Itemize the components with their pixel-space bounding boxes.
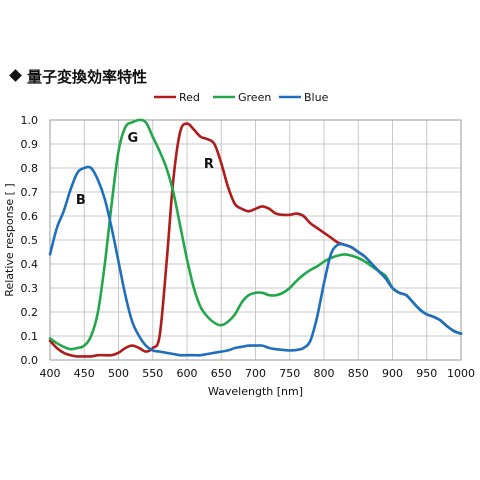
legend-label-green: Green: [238, 91, 271, 104]
y-tick-label: 0.6: [21, 210, 39, 223]
x-tick-label: 400: [40, 367, 61, 380]
grid: [49, 119, 462, 361]
x-tick-label: 900: [382, 367, 403, 380]
x-tick-label: 650: [211, 367, 232, 380]
annotations: B G R: [76, 131, 214, 208]
y-tick-label: 0.2: [21, 306, 39, 319]
annotation-r: R: [204, 157, 214, 172]
annotation-b: B: [76, 193, 86, 208]
y-axis-label: Relative response [ ]: [3, 183, 16, 296]
chart-title-text: 量子変換効率特性: [27, 68, 148, 86]
x-tick-label: 1000: [447, 367, 475, 380]
y-tick-label: 0.9: [21, 138, 39, 151]
y-tick-label: 0.5: [21, 234, 39, 247]
x-tick-label: 850: [348, 367, 369, 380]
plot-frame: [49, 119, 462, 361]
legend-label-red: Red: [179, 91, 200, 104]
x-tick-label: 750: [279, 367, 300, 380]
annotation-g: G: [128, 131, 139, 146]
chart-title: 量子変換効率特性: [8, 66, 147, 87]
x-tick-label: 500: [108, 367, 129, 380]
legend: Red Green Blue: [154, 91, 329, 104]
x-tick-label: 950: [416, 367, 437, 380]
x-tick-label: 700: [245, 367, 266, 380]
x-tick-label: 550: [142, 367, 163, 380]
y-tick-label: 0.0: [21, 354, 39, 367]
y-tick-label: 1.0: [21, 114, 39, 127]
tick-labels: 400 450 500 550 600 650 700 750 800 850 900 950 1000…: [21, 114, 476, 380]
x-tick-label: 800: [314, 367, 335, 380]
series-line-blue: [48, 165, 463, 357]
x-tick-label: 600: [177, 367, 198, 380]
x-tick-label: 450: [74, 367, 95, 380]
y-tick-label: 0.8: [21, 162, 39, 175]
series-group: [48, 118, 463, 358]
y-tick-label: 0.3: [21, 282, 39, 295]
y-tick-label: 0.7: [21, 186, 39, 199]
y-tick-label: 0.1: [21, 330, 39, 343]
legend-label-blue: Blue: [304, 91, 329, 104]
x-axis-label: Wavelength [nm]: [208, 385, 303, 398]
y-tick-label: 0.4: [21, 258, 39, 271]
